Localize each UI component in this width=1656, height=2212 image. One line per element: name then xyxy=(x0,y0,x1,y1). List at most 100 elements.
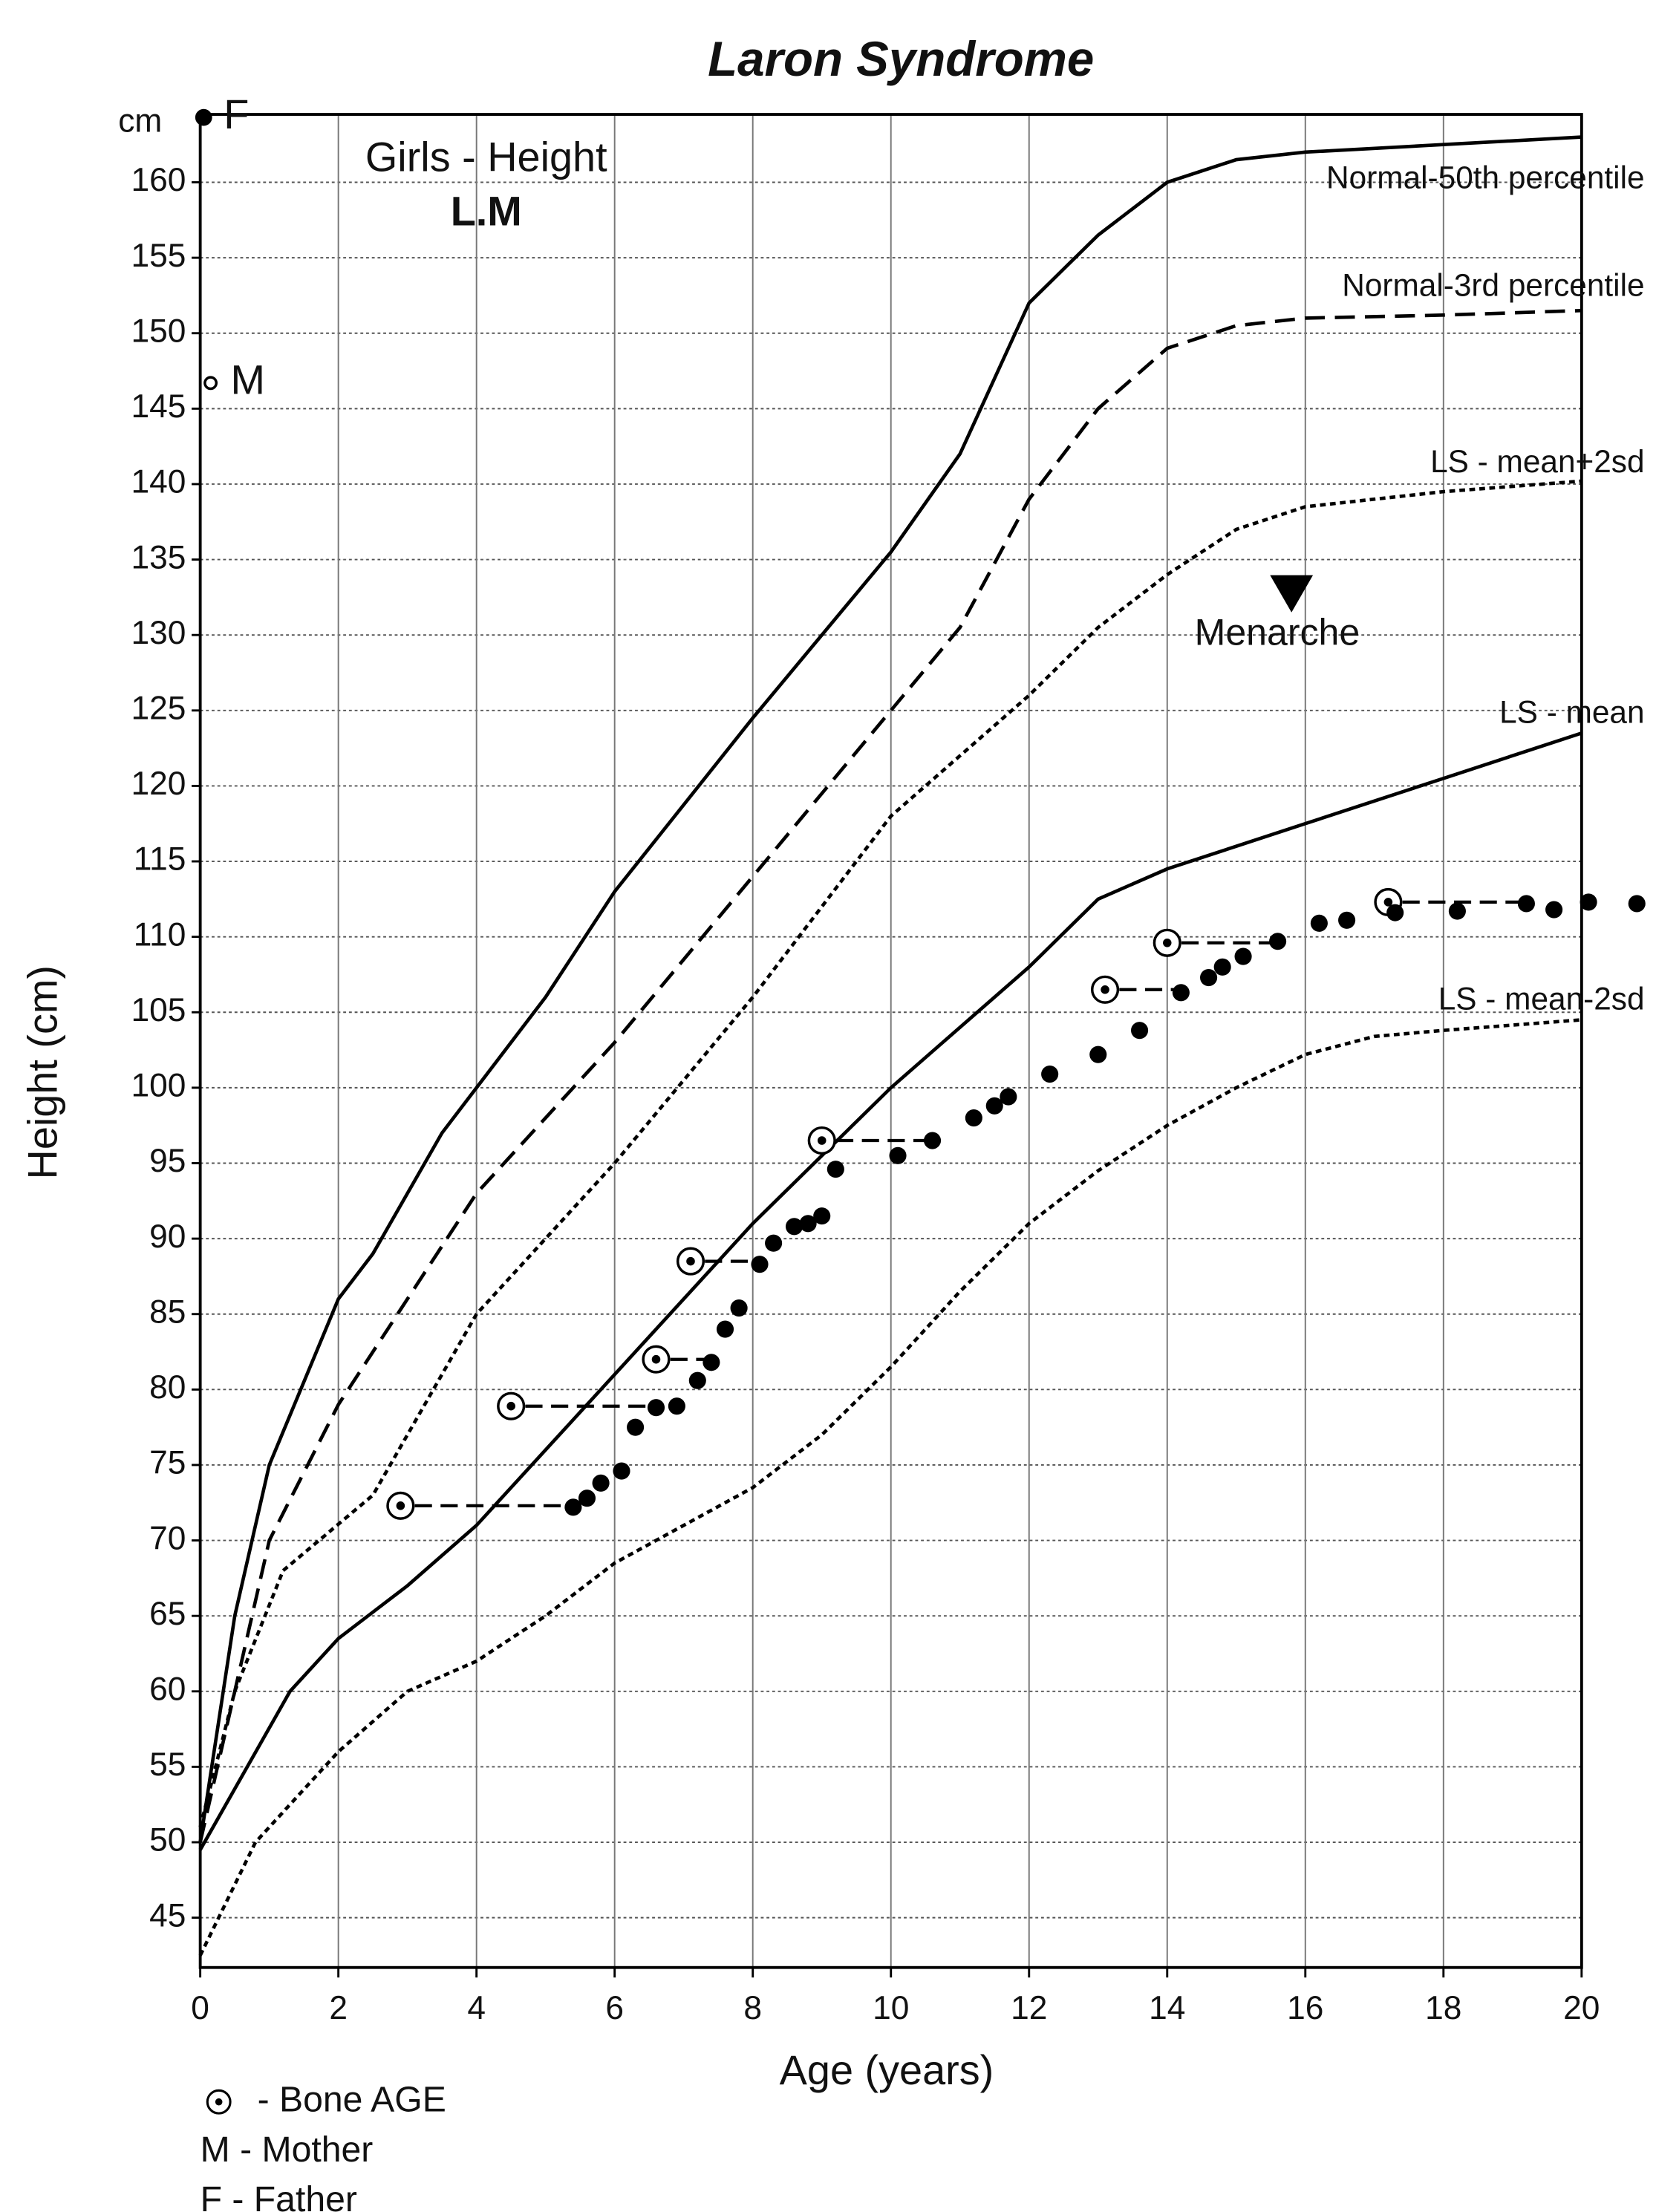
patient-point xyxy=(985,1097,1003,1115)
x-tick-label: 12 xyxy=(1011,1990,1047,2026)
patient-point xyxy=(1448,902,1466,920)
series-label: LS - mean-2sd xyxy=(1438,982,1645,1017)
x-tick-label: 2 xyxy=(329,1990,348,2026)
patient-point xyxy=(1213,958,1231,976)
patient-point xyxy=(1000,1088,1017,1106)
patient-point xyxy=(688,1371,706,1389)
x-tick-label: 14 xyxy=(1149,1990,1185,2026)
bone-age-center xyxy=(686,1256,695,1266)
patient-point xyxy=(1545,901,1563,919)
x-tick-label: 6 xyxy=(605,1990,624,2026)
patient-point xyxy=(1131,1022,1149,1040)
patient-point xyxy=(592,1474,610,1492)
series-line xyxy=(198,1018,1582,1957)
patient-point xyxy=(1172,984,1190,1002)
x-tick-label: 18 xyxy=(1425,1990,1461,2026)
y-unit: cm xyxy=(118,102,162,139)
series-label: LS - mean+2sd xyxy=(1430,444,1644,479)
patient-point xyxy=(578,1490,596,1507)
patient-point xyxy=(751,1256,769,1273)
patient-point xyxy=(613,1462,630,1480)
patient-point xyxy=(1386,904,1404,921)
chart-title: Laron Syndrome xyxy=(708,32,1094,86)
patient-point xyxy=(965,1109,982,1127)
patient-point xyxy=(827,1161,844,1178)
patient-point xyxy=(1338,911,1356,929)
patient-point xyxy=(730,1299,748,1317)
parent-point xyxy=(195,108,212,126)
patient-label: L.M xyxy=(451,188,522,235)
y-tick-label: 75 xyxy=(149,1445,186,1481)
x-tick-label: 10 xyxy=(873,1990,909,2026)
patient-point xyxy=(799,1215,817,1233)
patient-point xyxy=(716,1320,734,1338)
patient-point xyxy=(668,1397,685,1415)
y-tick-label: 130 xyxy=(131,615,186,651)
legend-mother: M - Mother xyxy=(201,2130,374,2170)
bone-age-center xyxy=(1162,939,1172,947)
y-tick-label: 160 xyxy=(131,162,186,198)
patient-point xyxy=(923,1132,942,1149)
parent-label: F xyxy=(224,91,249,137)
y-tick-label: 105 xyxy=(131,992,186,1028)
legend-bone-symbol xyxy=(206,2089,232,2115)
parent-point xyxy=(203,376,218,391)
y-tick-label: 140 xyxy=(131,464,186,500)
y-tick-label: 80 xyxy=(149,1369,186,1406)
y-tick-label: 55 xyxy=(149,1746,186,1783)
y-tick-label: 95 xyxy=(149,1143,186,1179)
y-tick-label: 100 xyxy=(131,1068,186,1104)
patient-point xyxy=(1310,914,1328,932)
series-label: LS - mean xyxy=(1499,694,1644,729)
y-tick-label: 60 xyxy=(149,1671,186,1708)
patient-point xyxy=(1580,893,1597,911)
patient-point xyxy=(1269,933,1287,950)
menarche-marker xyxy=(1270,575,1314,613)
y-tick-label: 50 xyxy=(149,1822,186,1859)
patient-point xyxy=(1628,895,1646,913)
patient-point xyxy=(1234,947,1252,965)
x-tick-label: 4 xyxy=(467,1990,486,2026)
series-line xyxy=(198,135,1582,1843)
legend-bone-symbol-dot xyxy=(215,2098,223,2106)
patient-point xyxy=(647,1399,665,1417)
y-tick-label: 45 xyxy=(149,1897,186,1934)
bone-age-center xyxy=(396,1501,405,1510)
y-tick-label: 65 xyxy=(149,1596,186,1632)
patient-point xyxy=(785,1218,803,1236)
parent-label: M xyxy=(231,356,266,403)
bone-age-center xyxy=(1383,898,1393,907)
patient-point xyxy=(1041,1066,1059,1083)
legend-bone: - Bone AGE xyxy=(258,2079,446,2119)
annotation: Menarche xyxy=(1195,612,1360,653)
patient-point xyxy=(889,1146,907,1164)
y-tick-label: 125 xyxy=(131,691,186,727)
plot-frame xyxy=(198,113,1583,1969)
bone-age-center xyxy=(651,1354,661,1364)
y-tick-label: 135 xyxy=(131,539,186,575)
y-tick-label: 155 xyxy=(131,238,186,274)
y-tick-label: 115 xyxy=(134,841,186,878)
y-tick-label: 120 xyxy=(131,766,186,802)
patient-point xyxy=(627,1418,645,1436)
x-tick-label: 16 xyxy=(1287,1990,1323,2026)
patient-point xyxy=(1517,895,1535,913)
series-label: Normal-50th percentile xyxy=(1326,160,1644,195)
subtitle: Girls - Height xyxy=(365,133,607,180)
patient-point xyxy=(765,1234,783,1252)
y-tick-label: 110 xyxy=(134,916,186,953)
y-tick-label: 70 xyxy=(149,1520,186,1556)
x-tick-label: 0 xyxy=(191,1990,209,2026)
patient-point xyxy=(703,1354,720,1371)
patient-point xyxy=(1200,968,1218,987)
patient-point xyxy=(813,1207,831,1225)
x-tick-label: 20 xyxy=(1563,1990,1600,2026)
bone-age-center xyxy=(506,1401,515,1411)
bone-age-center xyxy=(817,1136,827,1145)
y-tick-label: 90 xyxy=(149,1218,186,1255)
patient-point xyxy=(1089,1045,1107,1063)
x-axis-title: Age (years) xyxy=(780,2046,994,2093)
series-label: Normal-3rd percentile xyxy=(1342,268,1644,303)
